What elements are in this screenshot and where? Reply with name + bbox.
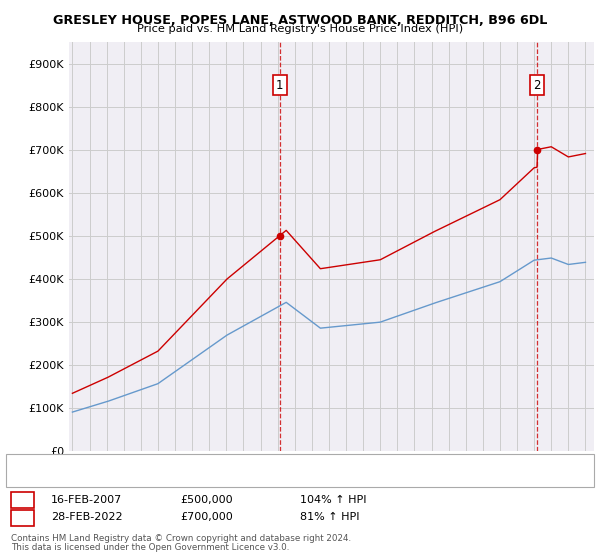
Text: £500,000: £500,000 — [180, 494, 233, 505]
Text: GRESLEY HOUSE, POPES LANE, ASTWOOD BANK, REDDITCH, B96 6DL (detached house): GRESLEY HOUSE, POPES LANE, ASTWOOD BANK,… — [49, 459, 464, 468]
Text: 81% ↑ HPI: 81% ↑ HPI — [300, 512, 359, 522]
Text: 2: 2 — [19, 511, 26, 524]
Text: This data is licensed under the Open Government Licence v3.0.: This data is licensed under the Open Gov… — [11, 543, 289, 552]
Text: 2: 2 — [533, 78, 541, 91]
Text: GRESLEY HOUSE, POPES LANE, ASTWOOD BANK, REDDITCH, B96 6DL: GRESLEY HOUSE, POPES LANE, ASTWOOD BANK,… — [53, 14, 547, 27]
Text: £700,000: £700,000 — [180, 512, 233, 522]
Text: Contains HM Land Registry data © Crown copyright and database right 2024.: Contains HM Land Registry data © Crown c… — [11, 534, 351, 543]
Text: 104% ↑ HPI: 104% ↑ HPI — [300, 494, 367, 505]
Text: Price paid vs. HM Land Registry's House Price Index (HPI): Price paid vs. HM Land Registry's House … — [137, 24, 463, 34]
Text: 1: 1 — [19, 493, 26, 506]
Text: 28-FEB-2022: 28-FEB-2022 — [51, 512, 122, 522]
Text: HPI: Average price, detached house, Redditch: HPI: Average price, detached house, Redd… — [49, 470, 267, 479]
Text: 1: 1 — [276, 78, 284, 91]
Text: 16-FEB-2007: 16-FEB-2007 — [51, 494, 122, 505]
